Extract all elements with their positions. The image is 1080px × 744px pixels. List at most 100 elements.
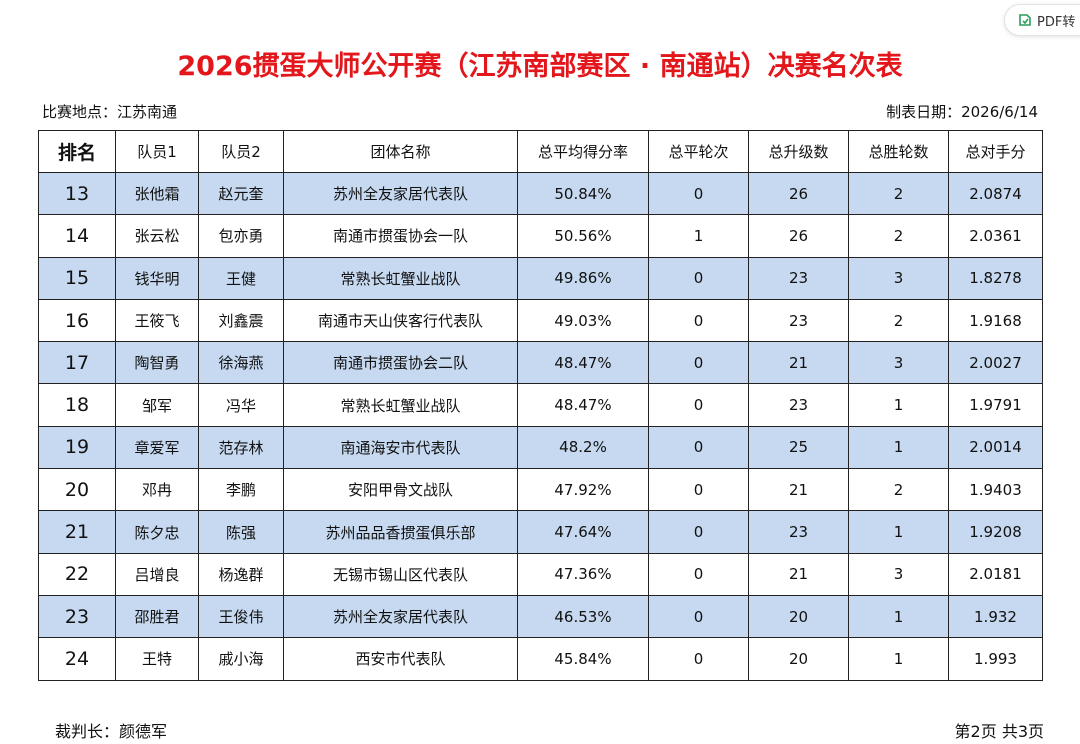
button-label: PDF转 bbox=[1037, 14, 1076, 30]
table-cell: 1 bbox=[848, 594, 949, 639]
table-cell: 0 bbox=[648, 256, 749, 300]
table-cell: 20 bbox=[38, 468, 116, 512]
table-cell: 1.9403 bbox=[948, 468, 1043, 512]
table-cell: 48.47% bbox=[517, 383, 649, 427]
table-cell: 戚小海 bbox=[198, 637, 284, 681]
table-cell: 2 bbox=[848, 298, 949, 343]
table-cell: 0 bbox=[648, 637, 749, 681]
table-cell: 王健 bbox=[198, 256, 284, 300]
table-cell: 14 bbox=[38, 214, 116, 258]
table-cell: 王特 bbox=[115, 637, 199, 681]
table-cell: 范存林 bbox=[198, 425, 284, 470]
table-cell: 邓冉 bbox=[115, 468, 199, 512]
table-cell: 17 bbox=[38, 341, 116, 385]
table-cell: 王俊伟 bbox=[198, 594, 284, 639]
column-header: 总对手分 bbox=[948, 130, 1043, 173]
table-cell: 49.86% bbox=[517, 256, 649, 300]
table-cell: 48.2% bbox=[517, 425, 649, 470]
table-row: 17 陶智勇 徐海燕 南通市掼蛋协会二队 48.47% 0 21 3 2.0027 bbox=[38, 341, 1043, 385]
table-cell: 冯华 bbox=[198, 383, 284, 427]
table-row: 13 张他霜 赵元奎 苏州全友家居代表队 50.84% 0 26 2 2.0874 bbox=[38, 171, 1043, 216]
table-cell: 23 bbox=[748, 256, 849, 300]
table-cell: 苏州品品香掼蛋俱乐部 bbox=[283, 510, 518, 554]
table-cell: 南通海安市代表队 bbox=[283, 425, 518, 470]
table-cell: 3 bbox=[848, 256, 949, 300]
table-cell: 1.8278 bbox=[948, 256, 1043, 300]
table-cell: 2.0181 bbox=[948, 552, 1043, 596]
table-cell: 2 bbox=[848, 468, 949, 512]
column-header: 排名 bbox=[38, 130, 116, 173]
table-cell: 苏州全友家居代表队 bbox=[283, 171, 518, 216]
table-cell: 0 bbox=[648, 298, 749, 343]
table-cell: 张云松 bbox=[115, 214, 199, 258]
table-row: 19 章爱军 范存林 南通海安市代表队 48.2% 0 25 1 2.0014 bbox=[38, 425, 1043, 470]
table-cell: 常熟长虹蟹业战队 bbox=[283, 383, 518, 427]
column-header: 总升级数 bbox=[748, 130, 849, 173]
table-cell: 1.9168 bbox=[948, 298, 1043, 343]
table-cell: 李鹏 bbox=[198, 468, 284, 512]
location: 比赛地点：江苏南通 bbox=[42, 103, 178, 121]
table-cell: 南通市掼蛋协会一队 bbox=[283, 214, 518, 258]
table-cell: 常熟长虹蟹业战队 bbox=[283, 256, 518, 300]
column-header: 总平轮次 bbox=[648, 130, 749, 173]
table-cell: 1.9791 bbox=[948, 383, 1043, 427]
table-cell: 邵胜君 bbox=[115, 594, 199, 639]
table-cell: 苏州全友家居代表队 bbox=[283, 594, 518, 639]
column-header: 队员2 bbox=[198, 130, 284, 173]
table-cell: 13 bbox=[38, 171, 116, 216]
table-row: 18 邹军 冯华 常熟长虹蟹业战队 48.47% 0 23 1 1.9791 bbox=[38, 383, 1043, 427]
table-cell: 陶智勇 bbox=[115, 341, 199, 385]
pdf-icon bbox=[1019, 14, 1031, 26]
table-cell: 2.0027 bbox=[948, 341, 1043, 385]
table-row: 20 邓冉 李鹏 安阳甲骨文战队 47.92% 0 21 2 1.9403 bbox=[38, 468, 1043, 512]
table-row: 23 邵胜君 王俊伟 苏州全友家居代表队 46.53% 0 20 1 1.932 bbox=[38, 594, 1043, 639]
table-cell: 21 bbox=[748, 552, 849, 596]
header-row: 排名 队员1 队员2 团体名称 总平均得分率 总平轮次 总升级数 总胜轮数 总对手分 bbox=[38, 130, 1043, 173]
table-cell: 25 bbox=[748, 425, 849, 470]
table-cell: 2 bbox=[848, 214, 949, 258]
column-header: 总胜轮数 bbox=[848, 130, 949, 173]
table-cell: 王筱飞 bbox=[115, 298, 199, 343]
table-cell: 23 bbox=[748, 298, 849, 343]
table-cell: 20 bbox=[748, 637, 849, 681]
table-cell: 19 bbox=[38, 425, 116, 470]
table-cell: 1 bbox=[848, 510, 949, 554]
table-cell: 18 bbox=[38, 383, 116, 427]
table-cell: 23 bbox=[748, 510, 849, 554]
table-cell: 26 bbox=[748, 214, 849, 258]
table-cell: 章爱军 bbox=[115, 425, 199, 470]
table-cell: 1.9208 bbox=[948, 510, 1043, 554]
table-cell: 2 bbox=[848, 171, 949, 216]
table-cell: 45.84% bbox=[517, 637, 649, 681]
table-cell: 50.84% bbox=[517, 171, 649, 216]
pdf-convert-button[interactable]: PDF转 bbox=[1004, 4, 1080, 36]
table-cell: 47.36% bbox=[517, 552, 649, 596]
column-header: 队员1 bbox=[115, 130, 199, 173]
table-cell: 安阳甲骨文战队 bbox=[283, 468, 518, 512]
column-header: 团体名称 bbox=[283, 130, 518, 173]
table-cell: 0 bbox=[648, 468, 749, 512]
table-cell: 1 bbox=[848, 383, 949, 427]
table-cell: 0 bbox=[648, 510, 749, 554]
ranking-table: 排名 队员1 队员2 团体名称 总平均得分率 总平轮次 总升级数 总胜轮数 总对手分 13 张他霜… bbox=[38, 130, 1043, 681]
table-row: 22 吕增良 杨逸群 无锡市锡山区代表队 47.36% 0 21 3 2.0181 bbox=[38, 552, 1043, 596]
table-cell: 刘鑫震 bbox=[198, 298, 284, 343]
table-cell: 48.47% bbox=[517, 341, 649, 385]
table-cell: 南通市天山侠客行代表队 bbox=[283, 298, 518, 343]
table-cell: 21 bbox=[748, 341, 849, 385]
table-cell: 1 bbox=[848, 425, 949, 470]
table-cell: 0 bbox=[648, 552, 749, 596]
table-cell: 1.932 bbox=[948, 594, 1043, 639]
table-row: 16 王筱飞 刘鑫震 南通市天山侠客行代表队 49.03% 0 23 2 1.9168 bbox=[38, 298, 1043, 343]
table-cell: 钱华明 bbox=[115, 256, 199, 300]
table-cell: 0 bbox=[648, 341, 749, 385]
table-row: 21 陈夕忠 陈强 苏州品品香掼蛋俱乐部 47.64% 0 23 1 1.9208 bbox=[38, 510, 1043, 554]
table-cell: 46.53% bbox=[517, 594, 649, 639]
referee: 裁判长：颜德军 bbox=[55, 722, 168, 741]
table-cell: 47.92% bbox=[517, 468, 649, 512]
table-cell: 16 bbox=[38, 298, 116, 343]
table-cell: 21 bbox=[38, 510, 116, 554]
table-cell: 3 bbox=[848, 552, 949, 596]
